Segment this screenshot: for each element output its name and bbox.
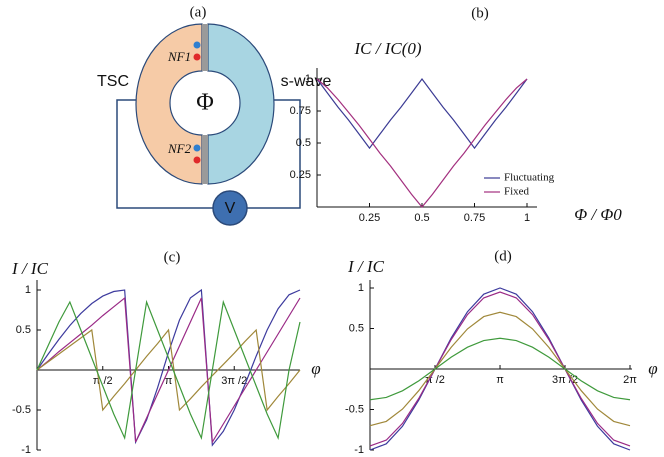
x-tick-label: 0.5 [414, 212, 429, 224]
chart-title: (b) [471, 5, 489, 21]
x-tick-label: 3π /2 [221, 375, 247, 387]
swave-label: s-wave [281, 73, 332, 90]
y-tick-label: -1 [354, 444, 364, 456]
x-tick-label: π /2 [425, 374, 445, 386]
series-line [369, 337, 631, 401]
tsc-half [135, 23, 203, 185]
y-tick-label: 1 [358, 282, 364, 294]
y-axis-label: IC / IC(0) [353, 39, 421, 58]
series-line [369, 291, 631, 447]
voltmeter [212, 190, 248, 226]
wire [247, 99, 301, 209]
x-tick-label: 0.25 [359, 212, 380, 224]
dot [193, 53, 201, 61]
y-tick-label: 0.5 [296, 137, 311, 149]
panel-label: (a) [190, 4, 207, 20]
x-tick-label: π [165, 375, 173, 387]
x-axis-label: Φ / Φ0 [574, 205, 622, 224]
y-tick-label: 0.5 [16, 324, 31, 336]
dot [193, 41, 201, 49]
series-line [369, 287, 631, 451]
x-axis-label: φ [311, 359, 320, 378]
dot [193, 156, 201, 164]
chart: (d)I / ICφ-1-0.50.51π /2 π 3π /2 2π [345, 248, 658, 455]
y-tick-label: 1 [25, 284, 31, 296]
chart: (b) IC / IC(0) Φ / Φ0 0.25 0.5 0.75 1 0.25 0.5 0.… [290, 5, 623, 223]
y-axis-label: I / IC [347, 257, 385, 276]
tsc-label: TSC [97, 73, 129, 90]
series-line [369, 311, 631, 427]
x-axis-label: φ [648, 359, 657, 378]
voltmeter-label: V [225, 200, 236, 217]
flux-label: Φ [196, 90, 214, 116]
x-tick-label: 2π [623, 374, 637, 386]
series-line [36, 288, 301, 447]
nf2-label: NF2 [167, 141, 192, 156]
y-tick-label: 0.25 [290, 169, 311, 181]
diagram: (a) NF1 NF2 Φ TSC s-wave V [97, 4, 332, 226]
dot [193, 144, 201, 152]
chart: (c)I / ICφ-1-0.50.51π /2 π 3π /2 [11, 249, 321, 455]
chart-title: (d) [494, 248, 512, 264]
y-tick-label: 0.5 [349, 322, 364, 334]
series-line [36, 296, 301, 444]
x-tick-label: 1 [524, 212, 530, 224]
series-line [36, 299, 301, 441]
junction [202, 24, 208, 71]
y-tick-label: -0.5 [345, 403, 364, 415]
y-axis-label: I / IC [11, 259, 49, 278]
x-tick-label: 0.75 [464, 212, 485, 224]
series-line [316, 77, 528, 150]
series-line [316, 78, 528, 208]
nf1-label: NF1 [167, 49, 191, 64]
junction [202, 135, 208, 184]
wire [116, 99, 213, 209]
legend-label: Fluctuating [504, 172, 555, 184]
y-tick-label: -0.5 [12, 404, 31, 416]
chart-title: (c) [164, 249, 181, 265]
y-tick-label: 1 [305, 73, 311, 85]
y-tick-label: 0.75 [290, 105, 311, 117]
y-tick-label: -1 [21, 444, 31, 456]
swave-half [207, 23, 275, 185]
series-line [36, 328, 301, 412]
x-tick-label: π [496, 374, 504, 386]
legend-label: Fixed [504, 186, 530, 198]
